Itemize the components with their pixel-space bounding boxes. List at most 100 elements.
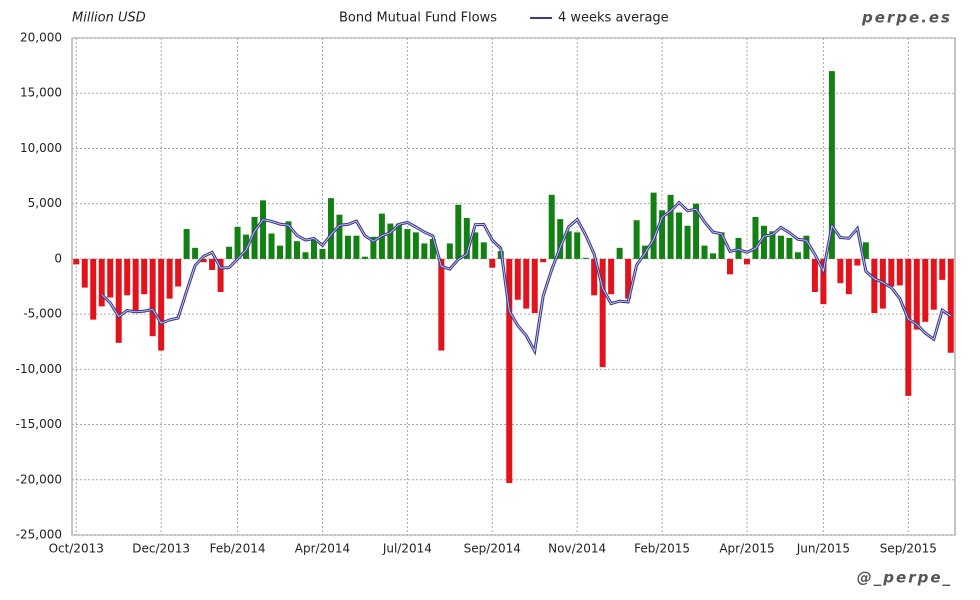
bar: [871, 258, 878, 314]
bar: [446, 243, 453, 259]
bar: [896, 258, 903, 286]
bar: [209, 258, 216, 270]
bar: [395, 223, 402, 259]
bar: [455, 204, 462, 259]
bar: [353, 235, 360, 259]
watermark: @_perpe_: [857, 569, 952, 587]
y-tick-label: -15,000: [16, 417, 62, 431]
bar: [370, 236, 377, 259]
bar: [192, 247, 199, 259]
x-tick-label: Oct/2013: [49, 542, 104, 556]
bar: [531, 258, 538, 314]
bar: [175, 258, 182, 287]
bar: [616, 247, 623, 259]
bar: [132, 258, 139, 312]
bar: [344, 235, 351, 259]
bar: [922, 258, 929, 322]
bar: [81, 258, 88, 288]
bar: [548, 194, 555, 259]
bar: [404, 229, 411, 259]
y-tick-label: 10,000: [20, 141, 62, 155]
bar: [854, 258, 861, 266]
x-tick-label: Feb/2014: [210, 542, 266, 556]
bar: [837, 258, 844, 284]
bar: [200, 258, 207, 263]
bar: [676, 212, 683, 259]
chart-title: Bond Mutual Fund Flows: [339, 11, 497, 26]
bar: [905, 258, 912, 396]
bar: [777, 235, 784, 259]
y-axis-label: Million USD: [72, 11, 146, 26]
bar: [540, 258, 547, 263]
bar: [684, 225, 691, 259]
bar: [302, 252, 309, 259]
bar: [327, 198, 334, 259]
x-tick-label: Apr/2015: [719, 542, 774, 556]
bar: [710, 253, 717, 259]
bar: [625, 258, 632, 299]
bar: [90, 258, 97, 320]
bar: [930, 258, 937, 310]
bar: [769, 231, 776, 259]
bar: [591, 258, 598, 296]
bar: [260, 200, 267, 259]
legend-label: 4 weeks average: [558, 11, 669, 26]
bar: [760, 225, 767, 259]
bar: [489, 258, 496, 268]
bar: [557, 219, 564, 259]
bar: [472, 232, 479, 259]
bar: [158, 258, 165, 351]
bar: [786, 237, 793, 259]
bar: [582, 257, 589, 259]
bar: [828, 71, 835, 259]
x-tick-label: Sep/2014: [464, 542, 521, 556]
bar: [183, 229, 190, 259]
bar: [913, 258, 920, 330]
bar: [693, 203, 700, 259]
y-tick-label: 0: [54, 251, 62, 265]
bar: [387, 223, 394, 259]
bar: [820, 258, 827, 305]
y-tick-label: -20,000: [16, 472, 62, 486]
bar: [226, 246, 233, 259]
bar: [650, 192, 657, 259]
bar: [862, 242, 869, 259]
bar: [336, 214, 343, 259]
x-tick-label: Apr/2014: [295, 542, 350, 556]
bar: [310, 239, 317, 259]
bar: [794, 252, 801, 259]
bar: [718, 232, 725, 259]
bar: [514, 258, 521, 300]
bar: [277, 245, 284, 259]
bar: [743, 258, 750, 265]
bar: [251, 216, 258, 259]
y-tick-label: -10,000: [16, 362, 62, 376]
x-tick-label: Dec/2013: [132, 542, 190, 556]
bar: [73, 258, 80, 265]
bar: [523, 258, 530, 309]
bar: [285, 221, 292, 259]
bar: [319, 248, 326, 259]
bar: [107, 258, 114, 298]
bar: [633, 220, 640, 259]
y-tick-label: -25,000: [16, 528, 62, 542]
bar: [727, 258, 734, 275]
bar: [574, 232, 581, 259]
bar: [166, 258, 173, 299]
bar: [667, 194, 674, 259]
bar: [463, 218, 470, 259]
y-tick-label: 20,000: [20, 31, 62, 45]
bar: [701, 245, 708, 259]
y-tick-label: -5,000: [23, 307, 62, 321]
average-line-core: [101, 202, 952, 353]
bar: [429, 239, 436, 259]
bar: [438, 258, 445, 351]
bar: [480, 242, 487, 259]
bar: [141, 258, 148, 295]
bar: [659, 210, 666, 259]
bar: [811, 258, 818, 293]
bar: [947, 258, 954, 353]
bar: [752, 216, 759, 259]
